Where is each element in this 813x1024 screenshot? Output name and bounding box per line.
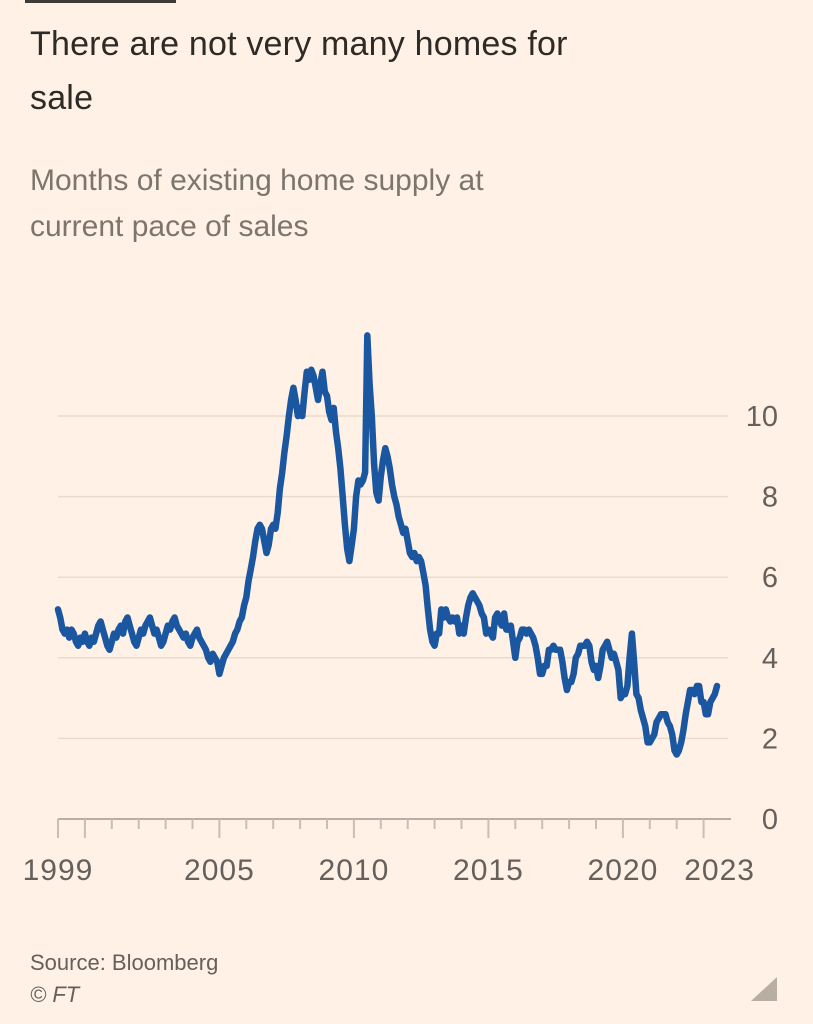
page-title-line-2: sale (30, 79, 94, 117)
chart-subtitle-line-1: Months of existing home supply at (30, 164, 484, 197)
page-title: There are not very many homes for sale (30, 17, 568, 125)
y-axis-label-4: 4 (762, 643, 778, 675)
x-axis-label-1999: 1999 (23, 854, 94, 887)
x-axis-label-2015: 2015 (453, 854, 524, 887)
x-axis-label-2005: 2005 (184, 854, 255, 887)
x-axis-labels: 1999 2005 2010 2015 2020 2023 (23, 854, 755, 887)
source-note: Source: Bloomberg (30, 950, 219, 975)
y-axis-label-2: 2 (762, 723, 778, 755)
supply-line (54, 332, 721, 758)
chart-subtitle-line-2: current pace of sales (30, 210, 309, 243)
page-title-line-1: There are not very many homes for (30, 25, 568, 63)
ft-copyright: © FT (30, 982, 80, 1007)
x-axis-label-2020: 2020 (588, 854, 659, 887)
y-axis-label-10: 10 (746, 401, 778, 433)
y-axis-label-0: 0 (762, 804, 778, 836)
resize-triangle-icon (751, 977, 777, 1001)
y-axis-label-8: 8 (762, 482, 778, 514)
y-axis-label-6: 6 (762, 562, 778, 594)
top-accent-bar (25, 0, 176, 3)
x-axis-ticks (57, 819, 705, 838)
x-axis-label-2023: 2023 (684, 854, 755, 887)
y-axis-labels: 10 8 6 4 2 0 (746, 401, 778, 836)
x-axis-label-2010: 2010 (319, 854, 390, 887)
gridlines (58, 415, 728, 740)
chart-subtitle: Months of existing home supply at curren… (30, 158, 484, 250)
